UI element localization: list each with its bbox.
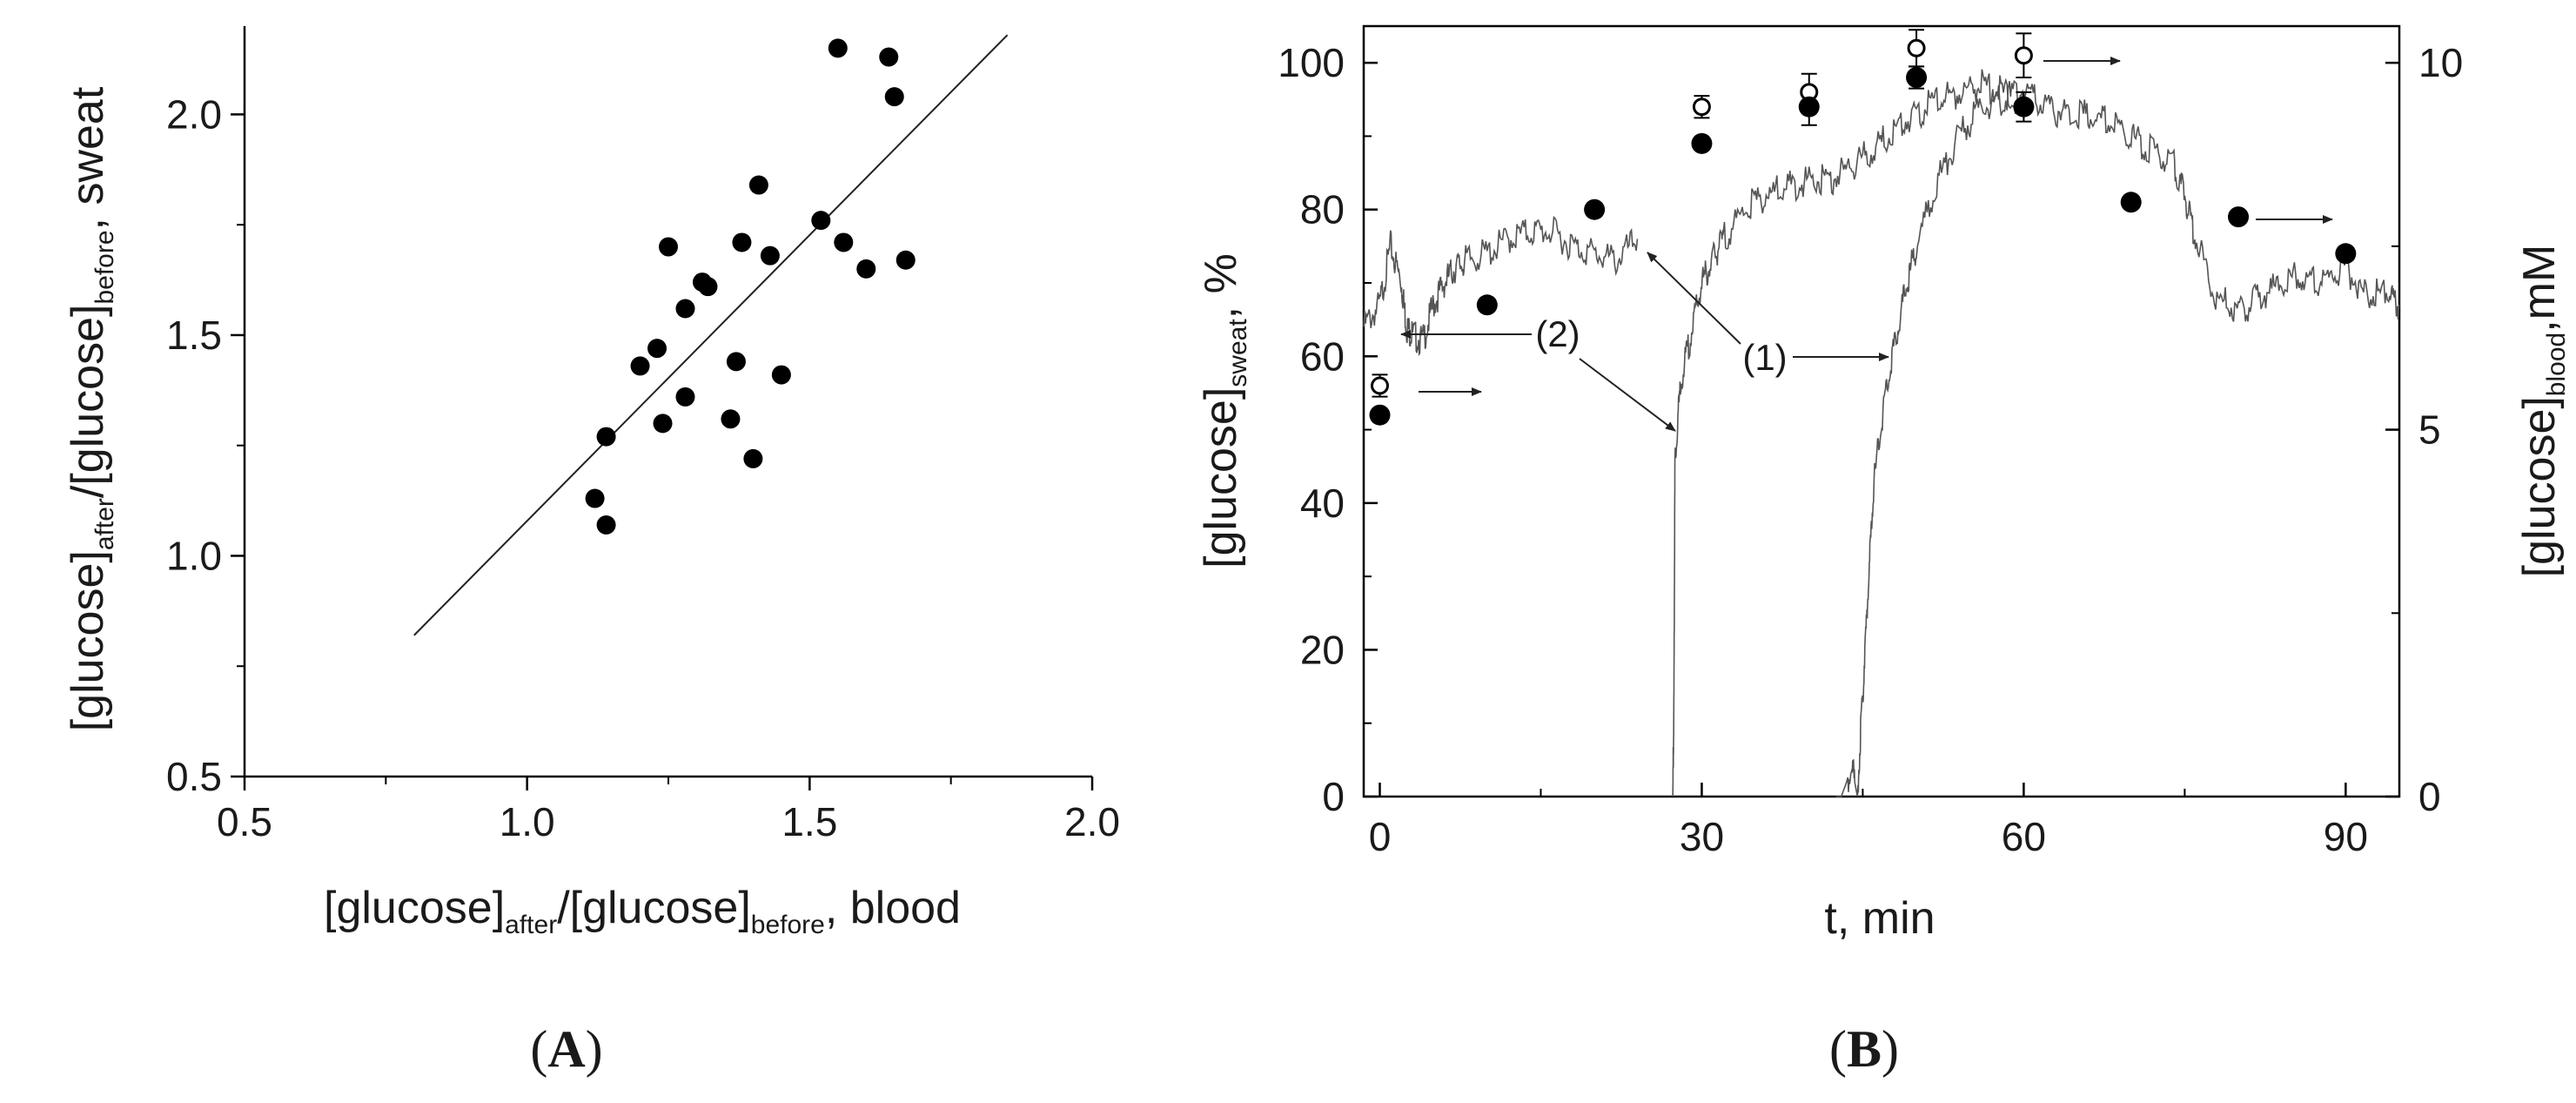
panel-a-frame: [243, 26, 1092, 778]
panel-a-data-point: [721, 409, 741, 429]
panel-b-open-point: [1692, 98, 1711, 117]
panel-a-data-point: [896, 250, 916, 270]
arrow-down-right-icon: [1579, 358, 1676, 432]
panel-b-filled-point: [1584, 198, 1606, 220]
panel-a-x-axis-label: [glucose]after/[glucose]before, blood: [324, 883, 961, 939]
panel-b-x-ticks: 0 30 60 90: [1369, 783, 2368, 859]
panel-a-y-tick-label: 1.0: [166, 533, 222, 578]
panel-b-curve-line: [1672, 69, 2025, 797]
panel-a-y-axis-label: [glucose]after/[glucose]before, sweat: [63, 86, 119, 731]
panel-a-data-point: [856, 259, 876, 279]
panel-b-left-y-tick-label: 0: [1322, 774, 1345, 819]
panel-b-right-y-tick-label: 0: [2418, 774, 2441, 819]
panel-a-data-point: [726, 352, 746, 372]
panel-b-right-y-ticks: 0 5 10: [2385, 40, 2463, 819]
panel-b-x-tick-label: 0: [1369, 814, 1392, 859]
panel-a-data-point: [596, 427, 616, 447]
panel-b-left-y-axis-label: [glucose]sweat, %: [1196, 253, 1252, 568]
panel-b-right-y-tick-label: 10: [2418, 40, 2463, 85]
panel-a-data-point: [653, 414, 673, 434]
panel-a-data-point: [675, 299, 695, 319]
panel-a-x-tick-label: 2.0: [1064, 799, 1120, 844]
annotation-curve-1: (1): [1742, 337, 1787, 378]
panel-a-y-tick-label: 2.0: [166, 91, 222, 137]
panel-b-left-y-tick-label: 40: [1300, 481, 1345, 526]
panel-a-data-point: [743, 448, 763, 468]
panel-b-label: (B): [1829, 1020, 1899, 1078]
annotation-curve-2: (2): [1535, 313, 1580, 354]
panel-a-data-point: [771, 365, 791, 385]
panel-b-left-y-ticks: 0 20 40 60 80 100: [1278, 40, 1378, 819]
panel-a-x-tick-label: 1.0: [500, 799, 555, 844]
panel-a-label: (A): [530, 1020, 602, 1078]
panel-b-filled-point: [1906, 67, 1928, 88]
panel-b: 0 30 60 90 0 20 40 60 80 100 0 5 10 (2) (1) t, min…: [1196, 24, 2571, 1078]
panel-a-data-point: [659, 237, 678, 257]
panel-b-filled-point: [2120, 192, 2142, 213]
panel-a-data-point: [884, 87, 904, 107]
panel-b-left-y-tick-label: 80: [1300, 187, 1345, 232]
panel-b-filled-point: [1691, 132, 1713, 154]
panel-a-data-point: [630, 356, 650, 376]
panel-b-filled-point: [1798, 96, 1820, 118]
panel-b-filled-point: [2013, 96, 2035, 118]
panel-a-y-tick-label: 1.5: [166, 313, 222, 358]
panel-a-data-point: [834, 232, 854, 252]
panel-b-x-tick-label: 30: [1680, 814, 1724, 859]
panel-b-curve-line: [1835, 79, 2400, 797]
panel-a-y-ticks: 0.5 1.0 1.5 2.0: [166, 91, 245, 799]
panel-b-open-point: [1907, 38, 1926, 57]
panel-a-data-point: [732, 232, 752, 252]
panel-a-y-tick-label: 0.5: [166, 754, 222, 799]
panel-b-left-y-tick-label: 20: [1300, 627, 1345, 672]
panel-a-data-point: [748, 175, 768, 195]
panel-a: 0.5 1.0 1.5 2.0 0.5 1.0 1.5 2.0 [glucose]after…: [63, 26, 1120, 1078]
panel-b-filled-point: [1369, 404, 1391, 426]
panel-b-arrows: [1400, 57, 2333, 432]
panel-b-x-tick-label: 90: [2324, 814, 2368, 859]
panel-a-x-tick-label: 0.5: [217, 799, 272, 844]
panel-a-x-tick-label: 1.5: [782, 799, 837, 844]
panel-a-fit-line: [413, 34, 1009, 636]
panel-b-x-tick-label: 60: [2002, 814, 2046, 859]
panel-a-data-point: [698, 277, 718, 297]
panel-a-points: [585, 38, 916, 535]
panel-b-filled-point: [2228, 206, 2250, 228]
panel-b-left-y-tick-label: 60: [1300, 333, 1345, 379]
panel-a-data-point: [585, 488, 605, 508]
panel-a-x-ticks: 0.5 1.0 1.5 2.0: [217, 777, 1120, 844]
panel-b-left-y-tick-label: 100: [1278, 40, 1345, 85]
panel-b-right-y-axis-label: [glucose]blood,mM: [2514, 245, 2571, 578]
panel-b-frame: [1362, 24, 2401, 798]
panel-b-filled-point: [1476, 294, 1498, 316]
panel-b-open-point: [2014, 46, 2033, 65]
panel-a-data-point: [760, 245, 780, 266]
panel-b-curve-line: [1363, 215, 1639, 357]
panel-a-data-point: [647, 339, 667, 359]
panel-a-data-point: [879, 47, 899, 67]
panel-b-curves: [1363, 69, 2400, 797]
panel-b-x-axis-label: t, min: [1824, 893, 1935, 944]
panel-a-data-point: [596, 515, 616, 535]
arrow-up-left-icon: [1647, 252, 1741, 345]
panel-b-right-y-tick-label: 5: [2418, 407, 2441, 453]
panel-b-points: [1369, 38, 2357, 426]
panel-b-error-bars: [1372, 29, 2032, 398]
panel-b-open-point: [1370, 376, 1389, 395]
panel-a-data-point: [828, 38, 848, 58]
panel-a-data-point: [675, 387, 695, 407]
panel-b-filled-point: [2335, 243, 2357, 265]
panel-a-data-point: [811, 211, 831, 231]
